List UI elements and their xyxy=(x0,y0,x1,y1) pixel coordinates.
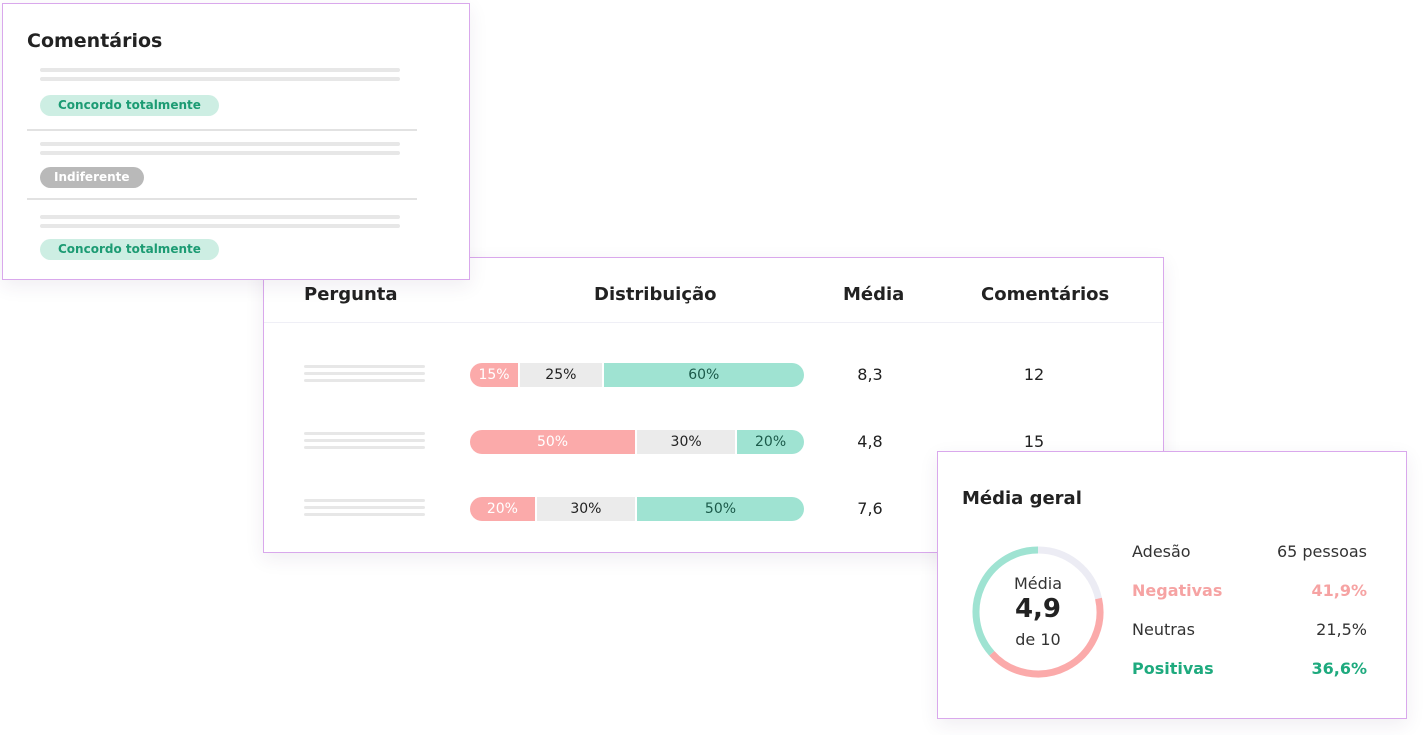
comment-item[interactable]: Indiferente xyxy=(27,142,417,188)
header-question: Pergunta xyxy=(304,284,398,305)
bar-segment-negative: 15% xyxy=(470,363,521,387)
stat-value: 36,6% xyxy=(1311,659,1367,678)
overall-average-card: Média geral Média 4,9 de 10 Adesão 65 pe… xyxy=(937,451,1407,719)
distribution-bar: 20% 30% 50% xyxy=(470,497,804,521)
bar-segment-neutral: 25% xyxy=(520,363,604,387)
comment-divider xyxy=(27,129,417,131)
comment-item[interactable]: Concordo totalmente xyxy=(27,215,417,260)
comments-count: 12 xyxy=(1023,365,1045,384)
average-donut-chart xyxy=(972,546,1104,678)
donut-scale: de 10 xyxy=(1015,630,1061,649)
comment-tag: Concordo totalmente xyxy=(40,95,219,116)
table-row[interactable]: 15% 25% 60% 8,3 12 xyxy=(264,363,1165,387)
bar-segment-negative: 50% xyxy=(470,430,637,454)
donut-center: Média 4,9 de 10 xyxy=(970,544,1106,680)
bar-segment-neutral: 30% xyxy=(637,430,738,454)
comments-title: Comentários xyxy=(27,30,163,52)
distribution-bar: 15% 25% 60% xyxy=(470,363,804,387)
summary-title: Média geral xyxy=(962,488,1082,509)
stat-label: Positivas xyxy=(1132,659,1214,678)
stat-label: Adesão xyxy=(1132,542,1191,561)
donut-segment-positive xyxy=(972,546,1039,656)
comment-text-placeholder xyxy=(40,215,400,219)
stat-neutral: Neutras 21,5% xyxy=(1132,618,1367,642)
bar-segment-positive: 20% xyxy=(737,430,804,454)
stat-negative: Negativas 41,9% xyxy=(1132,579,1367,603)
bar-segment-positive: 50% xyxy=(636,497,804,521)
questions-table: Pergunta Distribuição Média Comentários … xyxy=(263,257,1164,553)
bar-segment-neutral: 30% xyxy=(536,497,637,521)
comment-text-placeholder xyxy=(40,68,400,72)
comments-card: Comentários Concordo totalmente Indifere… xyxy=(2,3,470,280)
comment-text-placeholder xyxy=(40,142,400,146)
donut-value: 4,9 xyxy=(1014,594,1062,624)
stat-adhesion: Adesão 65 pessoas xyxy=(1132,540,1367,564)
stat-value: 65 pessoas xyxy=(1276,542,1367,561)
average-value: 4,8 xyxy=(857,432,883,451)
header-distribution: Distribuição xyxy=(594,284,717,305)
stat-label: Negativas xyxy=(1132,581,1223,600)
header-average: Média xyxy=(843,284,905,305)
comment-text-placeholder xyxy=(40,77,400,81)
stat-value: 21,5% xyxy=(1316,620,1367,639)
average-value: 8,3 xyxy=(857,365,883,384)
question-text-placeholder xyxy=(304,432,425,453)
comment-divider xyxy=(27,198,417,200)
comment-tag: Indiferente xyxy=(40,167,144,188)
donut-segment-neutral xyxy=(1037,546,1102,600)
bar-segment-negative: 20% xyxy=(470,497,537,521)
table-row[interactable]: 50% 30% 20% 4,8 15 xyxy=(264,430,1165,454)
stat-positive: Positivas 36,6% xyxy=(1132,657,1367,681)
comment-text-placeholder xyxy=(40,224,400,228)
table-row[interactable]: 20% 30% 50% 7,6 xyxy=(264,497,1165,521)
average-value: 7,6 xyxy=(857,499,883,518)
comment-item[interactable]: Concordo totalmente xyxy=(27,68,417,116)
donut-label: Média xyxy=(1013,574,1063,593)
stat-label: Neutras xyxy=(1132,620,1195,639)
comments-count: 15 xyxy=(1023,432,1045,451)
donut-segment-negative xyxy=(989,597,1104,678)
header-divider xyxy=(264,322,1163,323)
question-text-placeholder xyxy=(304,499,425,520)
comment-tag: Concordo totalmente xyxy=(40,239,219,260)
header-comments: Comentários xyxy=(981,284,1110,305)
bar-segment-positive: 60% xyxy=(603,363,804,387)
distribution-bar: 50% 30% 20% xyxy=(470,430,804,454)
question-text-placeholder xyxy=(304,365,425,386)
comment-text-placeholder xyxy=(40,151,400,155)
stat-value: 41,9% xyxy=(1311,581,1367,600)
